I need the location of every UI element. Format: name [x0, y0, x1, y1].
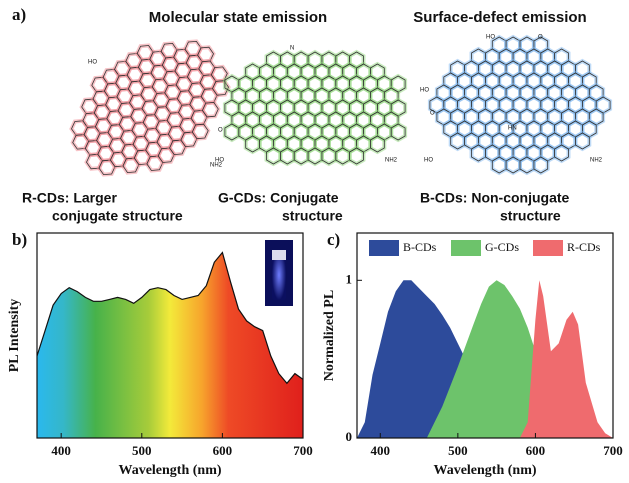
hex-ring: [279, 147, 295, 165]
plot-frame: [356, 232, 614, 439]
plot-frame: [36, 232, 304, 439]
caption: conjugate structure: [52, 208, 183, 224]
y-tick-label: 0: [346, 429, 353, 444]
caption: structure: [500, 208, 561, 224]
hex-ring: [321, 147, 337, 165]
panel-label: b): [12, 230, 27, 249]
x-axis-label: Wavelength (nm): [118, 463, 221, 478]
x-tick-label: 500: [132, 443, 152, 458]
hex-ring: [390, 123, 406, 141]
hex-ring: [349, 147, 364, 165]
x-tick-label: 700: [603, 443, 623, 458]
hex-ring: [369, 135, 385, 153]
panel-label: a): [12, 5, 26, 24]
atom-label: O: [218, 128, 223, 134]
hex-cluster: [427, 34, 613, 176]
hex-ring: [335, 147, 351, 165]
atom-label: O: [430, 111, 435, 117]
x-axis-label: Wavelength (nm): [433, 463, 536, 478]
hex-cluster: [69, 39, 231, 177]
hex-ring: [505, 156, 521, 174]
x-tick-label: 600: [213, 443, 233, 458]
hex-ring: [307, 147, 323, 165]
vial: [272, 250, 286, 300]
line: [36, 251, 304, 385]
atom-label: NH2: [210, 163, 223, 169]
hex-ring: [471, 144, 486, 162]
x-tick-label: 400: [371, 443, 391, 458]
hex-ring: [450, 132, 466, 150]
x-tick-label: 400: [51, 443, 71, 458]
legend-swatch: [533, 240, 563, 256]
hex-ring: [201, 101, 219, 118]
legend-swatch: [369, 240, 399, 256]
caption: R-CDs: Larger: [22, 190, 117, 206]
caption: G-CDs: Conjugate: [218, 190, 339, 206]
atom-label: NH2: [385, 158, 398, 164]
atom-label: HO: [486, 35, 495, 41]
caption: B-CDs: Non-conjugate: [420, 190, 570, 206]
hex-ring: [554, 144, 569, 162]
panel-label: c): [327, 230, 340, 249]
molecule-drawings: [69, 34, 613, 177]
x-tick-label: 500: [448, 443, 468, 458]
hex-ring: [293, 147, 309, 165]
atom-label: HN: [508, 126, 517, 132]
atom-label: HO: [215, 158, 224, 164]
x-tick-label: 700: [293, 443, 313, 458]
y-axis-label: PL Intensity: [7, 299, 22, 373]
hex-ring: [191, 123, 209, 140]
atom-label: N: [290, 46, 294, 52]
atom-label: HO: [88, 60, 97, 66]
heading: Molecular state emission: [149, 9, 327, 26]
atom-label: HO: [424, 158, 433, 164]
caption: structure: [282, 208, 343, 224]
heading: Surface-defect emission: [413, 9, 586, 26]
y-axis-label: Normalized PL: [322, 290, 337, 381]
legend-label: R-CDs: [567, 240, 601, 254]
x-tick-label: 600: [526, 443, 546, 458]
hex-ring: [575, 132, 590, 150]
y-tick-label: 1: [346, 271, 353, 286]
hex-ring: [266, 147, 281, 165]
atom-label: NH2: [590, 158, 603, 164]
hex-ring: [533, 156, 549, 174]
legend-label: B-CDs: [403, 240, 437, 254]
atom-label: HO: [420, 88, 429, 94]
legend-label: G-CDs: [485, 240, 519, 254]
hex-ring: [224, 123, 240, 141]
hex-ring: [519, 156, 535, 174]
legend-swatch: [451, 240, 481, 256]
area: [37, 252, 303, 438]
hex-ring: [245, 135, 261, 153]
area: [519, 280, 613, 438]
hex-cluster: [222, 49, 408, 167]
hex-ring: [491, 156, 507, 174]
atom-label: O: [538, 35, 543, 41]
vial-cap: [272, 250, 286, 260]
